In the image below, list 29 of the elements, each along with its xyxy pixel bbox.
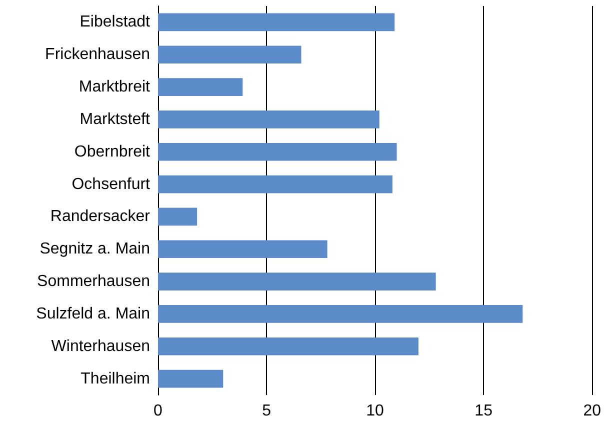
x-tick-label: 15: [474, 402, 493, 420]
bar: [158, 13, 395, 32]
y-tick-label: Segnitz a. Main: [40, 240, 150, 258]
y-tick-label: Frickenhausen: [45, 46, 150, 64]
y-tick-label: Marktbreit: [78, 78, 151, 96]
bar: [158, 46, 302, 64]
bar: [158, 305, 523, 323]
y-tick-label: Obernbreit: [74, 143, 151, 160]
y-tick-label: Sommerhausen: [37, 273, 150, 290]
x-tick-label: 10: [366, 402, 384, 420]
x-tick-label: 5: [262, 402, 272, 420]
bar: [158, 110, 380, 128]
bar: [158, 78, 243, 96]
y-tick-label: Eibelstadt: [80, 14, 151, 31]
x-tick-label: 20: [583, 402, 602, 420]
bar: [158, 370, 224, 388]
bar: [158, 337, 418, 356]
y-tick-label: Theilheim: [80, 370, 150, 388]
y-tick-label: Sulzfeld a. Main: [36, 305, 150, 322]
x-tick-label: 0: [154, 402, 163, 420]
y-tick-label: Randersacker: [50, 208, 151, 226]
bar: [158, 142, 397, 161]
bar: [158, 240, 328, 258]
y-tick-label: Winterhausen: [51, 338, 150, 355]
bar: [158, 208, 198, 226]
y-tick-label: Ochsenfurt: [72, 176, 151, 193]
bar: [158, 175, 392, 194]
bar: [158, 272, 436, 290]
y-tick-label: Marktsteft: [80, 110, 151, 128]
